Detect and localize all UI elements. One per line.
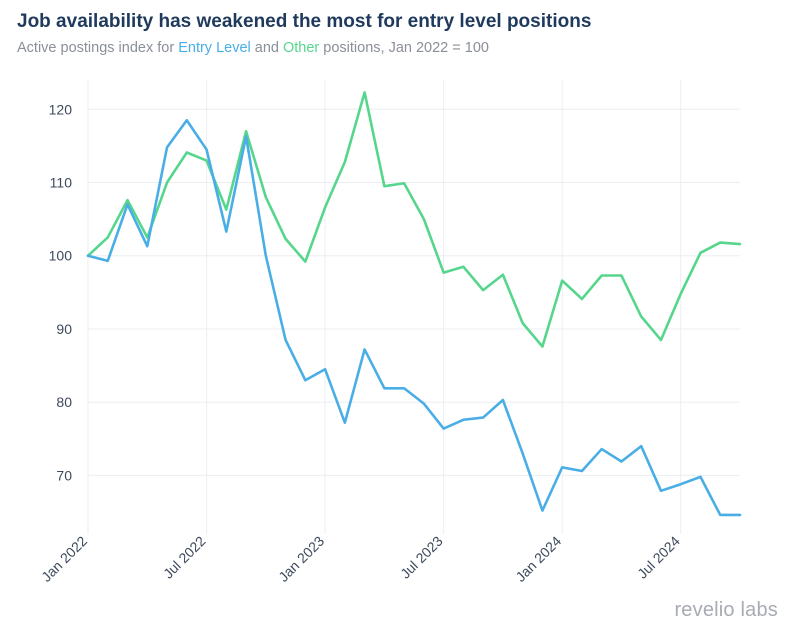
x-tick-label: Jan 2022 bbox=[38, 533, 90, 585]
x-tick-label: Jul 2023 bbox=[397, 533, 446, 582]
series-line-entry-level bbox=[86, 118, 742, 517]
y-tick-label: 80 bbox=[56, 394, 72, 410]
y-tick-label: 70 bbox=[56, 467, 72, 483]
revelio-labs-logo: revelio labs bbox=[674, 599, 778, 621]
subtitle-prefix: Active postings index for bbox=[17, 40, 179, 56]
x-tick-label: Jan 2024 bbox=[512, 533, 564, 585]
chart-subtitle: Active postings index for Entry Level an… bbox=[17, 40, 489, 56]
y-tick-label: 100 bbox=[49, 248, 73, 264]
y-tick-label: 90 bbox=[56, 321, 72, 337]
y-tick-label: 120 bbox=[49, 101, 73, 117]
y-tick-label: 110 bbox=[50, 175, 73, 191]
series-lines bbox=[86, 91, 742, 517]
x-tick-label: Jul 2024 bbox=[634, 533, 683, 582]
subtitle-suffix: positions, Jan 2022 = 100 bbox=[319, 40, 489, 56]
x-tick-label: Jul 2022 bbox=[160, 533, 209, 582]
y-axis: 70 80 90 100 110 120 bbox=[49, 101, 73, 483]
chart-title: Job availability has weakened the most f… bbox=[17, 11, 592, 32]
subtitle-entry-level: Entry Level bbox=[178, 40, 251, 56]
subtitle-mid: and bbox=[250, 40, 283, 56]
series-line-other bbox=[86, 91, 742, 348]
grid-lines bbox=[87, 80, 740, 534]
subtitle-other: Other bbox=[283, 40, 320, 56]
x-axis: Jan 2022 Jul 2022 Jan 2023 Jul 2023 Jan 2024… bbox=[38, 533, 683, 585]
x-tick-label: Jan 2023 bbox=[275, 533, 327, 585]
